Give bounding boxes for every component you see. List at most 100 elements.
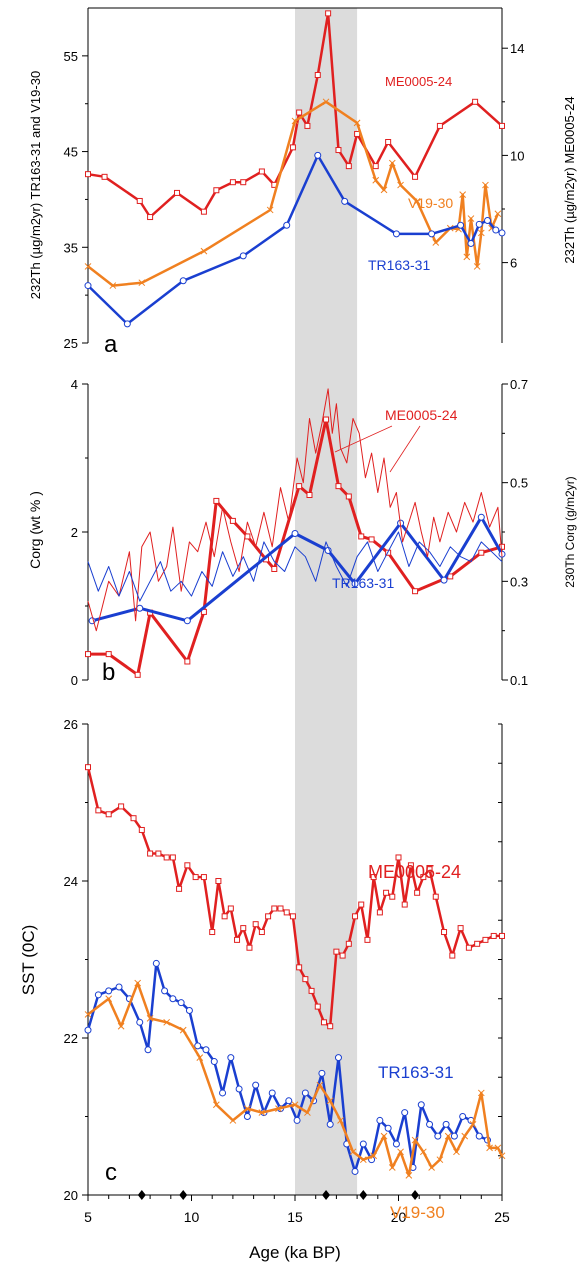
circle-marker xyxy=(285,1097,293,1105)
square-marker xyxy=(472,98,479,105)
circle-marker xyxy=(401,1109,409,1117)
label-leader-line xyxy=(334,425,393,453)
square-marker xyxy=(368,536,375,543)
square-marker xyxy=(389,893,396,900)
x-marker xyxy=(291,1101,299,1109)
x-marker xyxy=(84,1011,92,1018)
x-marker xyxy=(467,215,475,222)
circle-marker xyxy=(227,1054,235,1062)
square-marker xyxy=(252,921,259,928)
panel-letter-a: a xyxy=(104,331,118,358)
circle-marker xyxy=(334,1054,342,1062)
square-marker xyxy=(372,163,379,170)
x-marker xyxy=(326,1097,334,1105)
circle-marker xyxy=(136,1018,144,1026)
circle-marker xyxy=(477,513,485,521)
square-marker xyxy=(308,987,315,994)
x-marker xyxy=(109,282,117,289)
circle-marker xyxy=(318,1069,326,1077)
circle-marker xyxy=(183,617,191,625)
x-marker xyxy=(291,117,299,125)
left-tick-label: 0 xyxy=(71,673,78,688)
series-label: ME0005-24 xyxy=(385,74,452,89)
square-marker xyxy=(258,168,265,175)
square-marker xyxy=(184,658,191,665)
series-label: TR163-31 xyxy=(368,257,430,273)
series-label: V19-30 xyxy=(390,1203,445,1222)
right-tick-label: 0.7 xyxy=(510,377,528,392)
square-marker xyxy=(420,874,427,881)
square-marker xyxy=(283,909,290,916)
series-line xyxy=(86,962,489,1173)
x-marker xyxy=(477,229,485,237)
left-tick-label: 45 xyxy=(64,145,78,160)
x-marker xyxy=(494,210,502,218)
circle-marker xyxy=(351,580,359,588)
x-marker xyxy=(411,1136,419,1144)
circle-marker xyxy=(115,983,123,991)
y-axis-label-left-b: Corg (wt % ) xyxy=(27,491,43,569)
circle-marker xyxy=(239,252,247,260)
square-marker xyxy=(213,497,220,504)
square-marker xyxy=(200,208,207,215)
left-tick-label: 24 xyxy=(64,874,78,889)
square-marker xyxy=(499,932,505,939)
circle-marker xyxy=(359,1140,367,1148)
square-marker xyxy=(176,885,183,892)
circle-marker xyxy=(202,1046,210,1054)
x-marker xyxy=(459,191,467,198)
square-marker xyxy=(314,1003,321,1010)
square-marker xyxy=(339,952,346,959)
circle-marker xyxy=(428,230,436,238)
x-marker xyxy=(229,1117,237,1124)
y-axis-label-left-c: SST (0C) xyxy=(19,925,38,996)
circle-marker xyxy=(392,230,400,238)
x-marker xyxy=(179,1026,187,1034)
square-marker xyxy=(134,671,141,678)
x-marker xyxy=(196,1054,204,1061)
circle-marker xyxy=(219,1089,227,1097)
square-marker xyxy=(138,826,145,833)
square-marker xyxy=(136,197,143,204)
circle-marker xyxy=(475,1132,483,1140)
square-marker xyxy=(163,854,170,861)
square-marker xyxy=(323,416,330,423)
circle-marker xyxy=(392,1140,400,1148)
circle-marker xyxy=(442,1120,450,1128)
x-tick-label: 10 xyxy=(184,1209,200,1225)
circle-marker xyxy=(326,1120,334,1128)
x-marker xyxy=(444,1132,452,1140)
series-label: ME0005-24 xyxy=(385,407,458,423)
circle-marker xyxy=(475,220,483,228)
series-label: TR163-31 xyxy=(378,1063,454,1082)
square-marker xyxy=(221,913,228,920)
square-marker xyxy=(234,936,241,943)
square-marker xyxy=(296,964,303,971)
square-marker xyxy=(296,483,303,490)
circle-marker xyxy=(105,987,113,995)
circle-marker xyxy=(293,1116,301,1124)
square-marker xyxy=(200,608,207,615)
square-marker xyxy=(352,913,359,920)
square-marker xyxy=(271,905,278,912)
circle-marker xyxy=(341,197,349,205)
square-marker xyxy=(95,807,102,814)
x-tick-label: 5 xyxy=(84,1209,92,1225)
circle-marker xyxy=(243,1113,251,1120)
x-marker xyxy=(486,1144,493,1152)
x-marker xyxy=(275,1105,282,1113)
square-marker xyxy=(401,901,408,908)
square-marker xyxy=(407,862,414,869)
square-marker xyxy=(358,533,365,540)
square-marker xyxy=(258,929,265,936)
x-marker xyxy=(380,186,388,194)
shaded-interval-band xyxy=(295,8,358,1195)
square-marker xyxy=(147,214,154,221)
x-marker xyxy=(453,1148,460,1156)
x-marker xyxy=(117,1022,125,1030)
circle-marker xyxy=(179,277,187,285)
right-tick-label: 14 xyxy=(510,41,524,56)
square-marker xyxy=(229,517,236,524)
x-marker xyxy=(105,995,113,1003)
